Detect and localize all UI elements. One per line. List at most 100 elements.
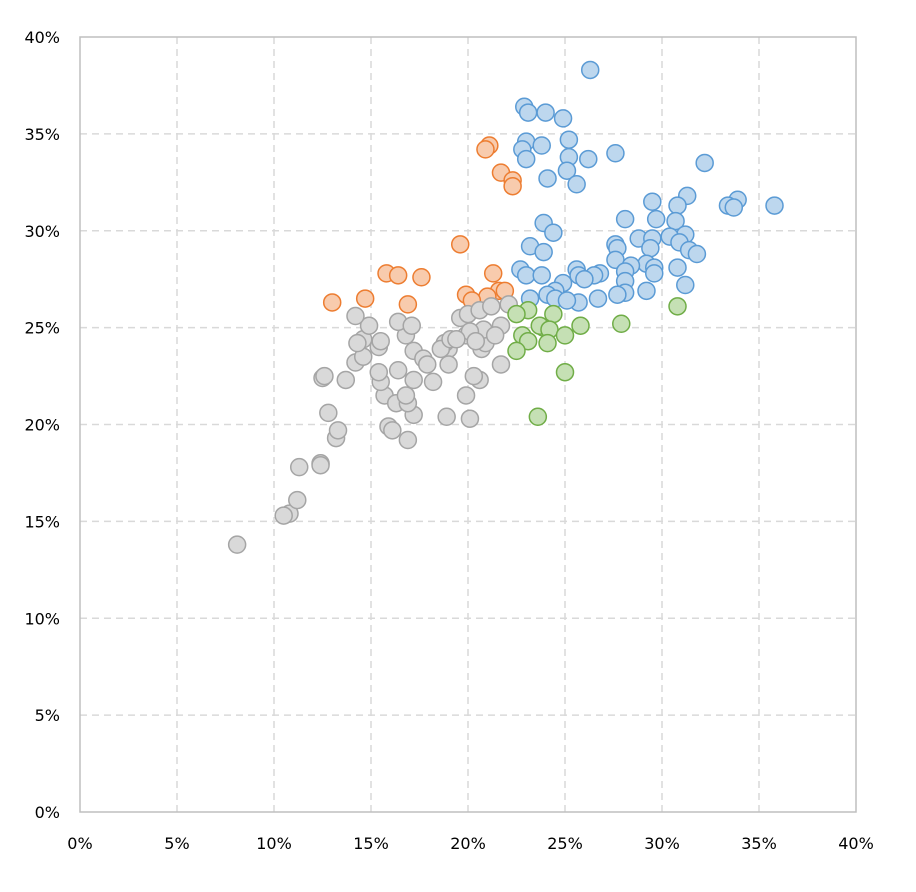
data-point-series-1 [644, 264, 664, 283]
x-tick-label: 20% [450, 834, 486, 853]
data-point-series-3 [491, 355, 511, 374]
x-tick-label: 40% [838, 834, 874, 853]
data-point-series-3 [460, 409, 480, 428]
data-point-series-3 [348, 333, 367, 353]
data-point-series-3 [388, 361, 408, 380]
data-point-series-1 [608, 285, 627, 304]
data-point-series-1 [687, 244, 707, 264]
data-point-series-1 [668, 258, 687, 277]
data-point-series-2 [388, 266, 408, 285]
data-point-series-1 [606, 144, 625, 163]
data-point-series-3 [398, 430, 418, 450]
data-point-series-4 [507, 341, 526, 361]
data-point-series-4 [571, 316, 590, 335]
data-point-series-4 [555, 362, 575, 382]
data-point-series-3 [311, 455, 330, 475]
data-point-series-3 [423, 372, 443, 392]
data-point-series-1 [676, 275, 695, 295]
data-point-series-1 [532, 266, 551, 285]
data-point-series-4 [538, 333, 557, 353]
data-point-series-1 [668, 196, 687, 215]
data-point-series-3 [418, 355, 437, 374]
data-point-series-1 [615, 209, 635, 229]
data-point-series-3 [319, 403, 338, 423]
data-point-series-4 [555, 326, 575, 345]
data-point-series-1 [637, 281, 656, 301]
plot-area-border [79, 36, 857, 813]
data-point-series-3 [369, 362, 389, 382]
data-point-series-1 [588, 289, 608, 308]
data-point-series-3 [482, 297, 501, 316]
data-point-series-1 [646, 209, 666, 229]
data-point-series-1 [643, 192, 662, 211]
x-tick-label: 10% [256, 834, 292, 853]
data-point-series-3 [402, 316, 421, 335]
data-point-series-1 [536, 103, 555, 122]
x-tick-label: 35% [741, 834, 777, 853]
y-tick-label: 25% [24, 319, 60, 338]
data-point-series-1 [557, 291, 577, 310]
data-point-series-1 [553, 109, 573, 128]
data-point-series-2 [476, 140, 495, 159]
data-point-series-1 [538, 169, 557, 188]
y-tick-label: 40% [24, 28, 60, 47]
y-tick-label: 10% [24, 609, 60, 628]
data-point-series-3 [404, 370, 423, 390]
data-point-series-1 [516, 149, 536, 169]
data-point-series-4 [528, 407, 548, 426]
x-tick-label: 25% [547, 834, 583, 853]
data-point-series-2 [450, 235, 470, 254]
data-point-series-1 [575, 269, 594, 289]
data-point-series-3 [336, 370, 356, 390]
y-tick-label: 5% [35, 706, 60, 725]
x-tick-label: 15% [353, 834, 389, 853]
data-point-series-3 [485, 326, 505, 345]
data-point-series-1 [580, 60, 600, 80]
data-point-series-1 [559, 130, 579, 149]
data-point-series-1 [724, 198, 744, 217]
y-tick-label: 0% [35, 803, 60, 822]
data-point-series-3 [289, 457, 309, 477]
y-tick-label: 35% [24, 125, 60, 144]
data-point-series-4 [507, 304, 526, 324]
data-point-series-1 [579, 149, 598, 169]
data-point-series-3 [315, 366, 334, 386]
x-axis-ticks: 0% 5% 10% 15% 20% 25% 30% 35% 40% [67, 834, 873, 853]
data-point-series-1 [567, 175, 586, 194]
data-point-series-3 [274, 506, 293, 525]
data-point-series-3 [227, 535, 247, 554]
y-axis-ticks: 0% 5% 10% 15% 20% 25% 30% 35% 40% [24, 28, 60, 822]
data-point-series-4 [668, 297, 687, 316]
data-point-series-3 [439, 355, 458, 374]
data-point-series-3 [456, 386, 476, 405]
data-point-series-2 [355, 289, 375, 308]
data-point-series-3 [328, 421, 348, 440]
data-point-series-1 [518, 103, 538, 122]
x-tick-label: 5% [164, 834, 189, 853]
y-tick-label: 30% [24, 222, 60, 241]
data-point-series-1 [765, 196, 784, 215]
data-point-series-4 [612, 314, 631, 333]
data-point-series-1 [557, 161, 577, 180]
y-tick-label: 15% [24, 512, 60, 531]
data-point-series-3 [359, 316, 379, 335]
data-point-series-2 [398, 295, 418, 314]
data-point-series-3 [437, 407, 456, 426]
data-point-series-3 [396, 386, 416, 405]
data-point-series-1 [544, 223, 563, 242]
data-point-series-3 [383, 421, 402, 440]
data-point-series-1 [534, 242, 553, 262]
data-point-series-3 [447, 330, 466, 349]
data-point-series-3 [464, 366, 484, 386]
data-points [227, 60, 784, 554]
data-point-series-3 [466, 331, 486, 351]
y-tick-label: 20% [24, 416, 60, 435]
data-point-series-2 [483, 264, 503, 283]
data-point-series-2 [322, 293, 342, 312]
data-point-series-2 [412, 268, 431, 287]
data-point-series-3 [288, 490, 307, 510]
data-point-series-1 [641, 238, 660, 258]
data-point-series-2 [503, 176, 522, 196]
data-point-series-3 [371, 331, 390, 351]
